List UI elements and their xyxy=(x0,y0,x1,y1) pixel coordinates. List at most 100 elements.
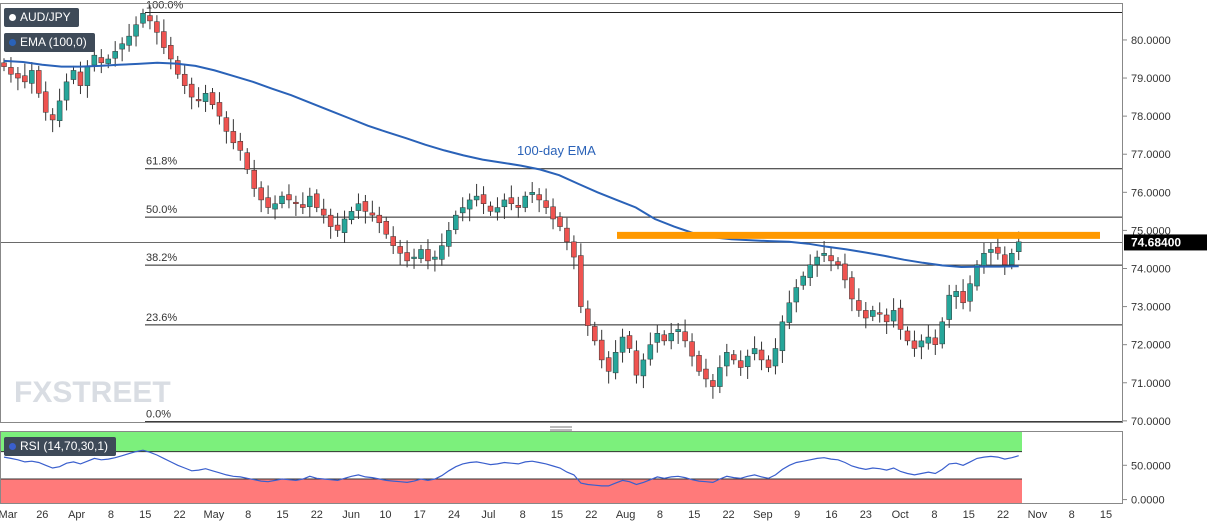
rsi-panel-frame xyxy=(0,431,1123,504)
rsi-badge[interactable]: RSI (14,70,30,1) xyxy=(4,437,117,456)
ema-label: EMA (100,0) xyxy=(20,35,87,49)
candle-body xyxy=(911,340,918,349)
price-axis-label: 73.0000 xyxy=(1131,302,1171,314)
candle-body xyxy=(585,308,591,326)
candle-body xyxy=(953,291,959,297)
fib-level-label: 38.2% xyxy=(146,252,177,264)
candle-body xyxy=(960,291,966,304)
candle-body xyxy=(202,93,209,102)
candle-body xyxy=(258,187,264,201)
candle-body xyxy=(362,201,369,212)
candle-body xyxy=(383,221,389,235)
candle-body xyxy=(70,70,77,80)
candle-body xyxy=(293,201,299,204)
price-axis-label: 72.0000 xyxy=(1131,340,1171,352)
candle-body xyxy=(56,100,63,121)
candle-body xyxy=(682,331,688,342)
candle-body xyxy=(112,51,118,59)
x-axis-label: May xyxy=(203,509,224,521)
candle-body xyxy=(327,214,334,227)
candle-body xyxy=(404,252,410,262)
candle-body xyxy=(995,246,1001,254)
candle-body xyxy=(800,275,806,286)
x-axis-label: Oct xyxy=(892,509,909,521)
candle-body xyxy=(974,264,980,287)
candle-body xyxy=(314,193,320,208)
candle-body xyxy=(536,194,542,201)
candle-body xyxy=(598,339,605,361)
x-axis-label: 8 xyxy=(108,509,114,521)
candle-body xyxy=(571,241,577,258)
candle-body xyxy=(605,357,612,372)
candle-body xyxy=(849,277,855,300)
candle-body xyxy=(779,321,786,352)
x-axis-label: 8 xyxy=(245,509,251,521)
rsi-line xyxy=(3,449,1019,487)
candle-body xyxy=(967,283,973,302)
x-axis-label: 22 xyxy=(173,509,185,521)
rsi-axis-label: 50.0000 xyxy=(1131,460,1171,472)
candle-body xyxy=(807,264,813,278)
price-axis-label: 70.0000 xyxy=(1131,416,1171,428)
candle-body xyxy=(181,73,188,86)
price-axis-label: 71.0000 xyxy=(1131,378,1171,390)
candle-body xyxy=(689,341,695,357)
candle-body xyxy=(703,368,709,380)
rsi-oversold-zone xyxy=(1,479,1022,503)
candle-body xyxy=(494,207,501,213)
candle-body xyxy=(731,354,737,361)
price-panel-frame xyxy=(0,3,1123,423)
candle-body xyxy=(633,350,640,376)
candle-body xyxy=(904,330,911,342)
ema-badge[interactable]: EMA (100,0) xyxy=(4,33,95,52)
x-axis-label: 24 xyxy=(448,509,460,521)
candle-body xyxy=(821,253,827,256)
candle-body xyxy=(939,321,945,345)
x-axis-label: Jul xyxy=(481,509,495,521)
price-axis-label: 78.0000 xyxy=(1131,111,1171,123)
candle-body xyxy=(564,227,570,243)
candle-body xyxy=(244,152,250,170)
x-axis-label: 26 xyxy=(36,509,48,521)
symbol-badge[interactable]: AUD/JPY xyxy=(4,8,79,27)
candle-body xyxy=(737,360,744,368)
symbol-label: AUD/JPY xyxy=(20,10,71,24)
candle-body xyxy=(84,66,91,86)
candle-body xyxy=(876,312,883,315)
candle-body xyxy=(473,195,480,201)
candle-body xyxy=(925,336,932,344)
price-axis-label: 75.0000 xyxy=(1131,225,1171,237)
candle-body xyxy=(147,15,153,22)
x-axis-label: 8 xyxy=(1069,509,1075,521)
candle-body xyxy=(188,83,195,98)
x-axis-label: 17 xyxy=(414,509,426,521)
candle-body xyxy=(133,24,139,37)
candle-body xyxy=(557,216,563,227)
x-axis-label: 8 xyxy=(931,509,937,521)
last-price-tag xyxy=(1124,234,1207,251)
candle-body xyxy=(946,294,952,320)
candle-body xyxy=(265,197,271,208)
price-axis-label: 79.0000 xyxy=(1131,73,1171,85)
rsi-dot-icon xyxy=(9,443,16,450)
candle-body xyxy=(320,208,327,216)
x-axis-label: 8 xyxy=(657,509,663,521)
candle-body xyxy=(543,200,549,208)
candle-body xyxy=(515,205,522,208)
candle-body xyxy=(710,380,716,387)
candle-body xyxy=(453,214,459,230)
x-axis-label: 15 xyxy=(276,509,288,521)
x-axis-label: 15 xyxy=(139,509,151,521)
candle-body xyxy=(890,310,897,322)
candle-body xyxy=(286,194,292,201)
candle-body xyxy=(390,236,396,246)
x-axis-label: Apr xyxy=(68,509,85,521)
candle-body xyxy=(842,263,848,281)
candle-body xyxy=(863,310,869,319)
x-axis-label: 22 xyxy=(585,509,597,521)
candle-body xyxy=(98,57,105,64)
candle-body xyxy=(522,195,528,208)
candle-body xyxy=(897,307,904,330)
